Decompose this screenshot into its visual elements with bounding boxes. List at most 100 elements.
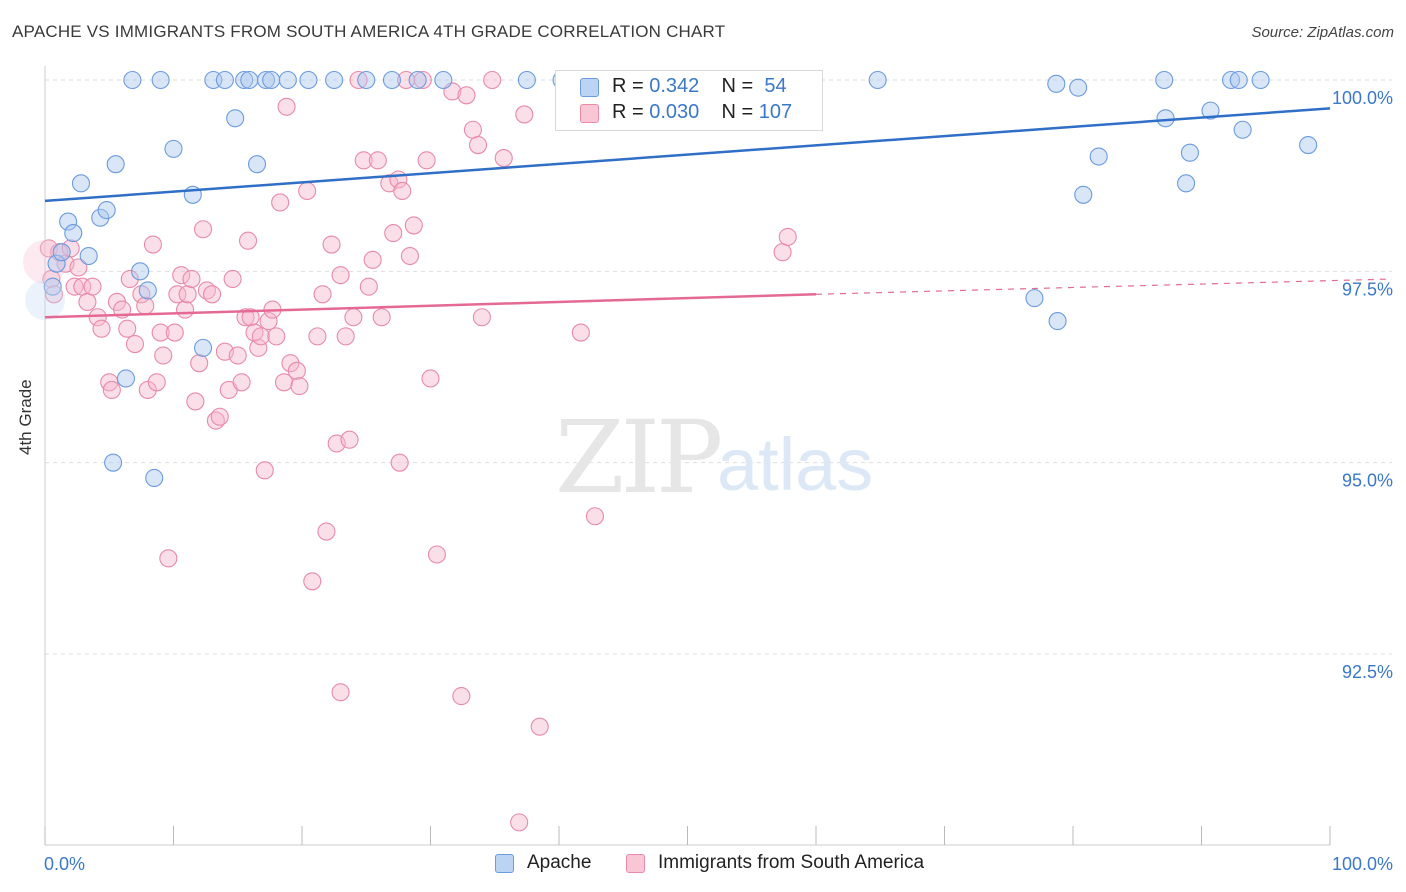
data-point xyxy=(773,243,792,262)
data-point xyxy=(226,109,245,128)
legend-label: Immigrants from South America xyxy=(658,852,925,873)
data-point xyxy=(1229,70,1248,90)
data-point xyxy=(1048,312,1067,331)
data-point xyxy=(47,254,66,273)
data-point xyxy=(232,373,251,392)
data-point xyxy=(1233,120,1252,139)
r-label: R = xyxy=(612,101,644,123)
data-point xyxy=(182,269,201,289)
data-point xyxy=(223,269,242,289)
data-point xyxy=(131,262,150,281)
data-point xyxy=(515,105,534,124)
data-point xyxy=(354,151,373,170)
data-point xyxy=(434,70,453,90)
data-point xyxy=(79,246,98,266)
n-value: 107 xyxy=(758,101,793,123)
data-point xyxy=(393,181,412,201)
apache-swatch xyxy=(495,854,514,873)
r-value: 0.342 xyxy=(649,75,700,97)
data-point xyxy=(331,266,350,285)
data-point xyxy=(83,277,102,296)
data-point xyxy=(390,453,409,472)
data-point xyxy=(1074,185,1093,204)
data-point xyxy=(267,327,286,346)
data-point xyxy=(61,239,80,258)
data-point xyxy=(151,70,170,90)
data-point xyxy=(359,277,378,296)
data-point xyxy=(256,70,276,90)
n-label: N = xyxy=(721,75,754,97)
data-point xyxy=(88,308,107,327)
immigrants-swatch xyxy=(580,104,599,123)
data-point xyxy=(778,227,797,246)
y-tick-label: 95.0% xyxy=(1342,471,1393,491)
data-point xyxy=(123,70,142,90)
data-point xyxy=(457,86,476,105)
data-point xyxy=(125,334,144,354)
data-point xyxy=(235,70,254,90)
data-point xyxy=(336,327,355,346)
data-point xyxy=(413,70,432,90)
data-point xyxy=(368,151,387,170)
data-point xyxy=(164,139,183,158)
data-point xyxy=(384,224,403,243)
data-point xyxy=(308,327,327,346)
data-point xyxy=(44,285,64,304)
stats-legend: R = 0.342 N = 54 R = 0.030 N = 107 xyxy=(555,70,823,131)
data-point xyxy=(203,285,222,304)
data-point xyxy=(325,70,344,90)
data-point xyxy=(236,308,255,327)
cluster-blob xyxy=(23,240,67,284)
data-point xyxy=(78,292,97,311)
data-point xyxy=(190,354,209,373)
data-point xyxy=(417,151,436,170)
immigrants-trend-line xyxy=(44,293,817,319)
data-point xyxy=(331,683,350,702)
data-point xyxy=(1299,136,1318,155)
y-tick-label: 100.0% xyxy=(1332,88,1393,108)
data-point xyxy=(102,380,121,400)
data-point xyxy=(154,346,173,365)
data-point xyxy=(228,346,247,365)
data-point xyxy=(571,323,590,342)
data-point xyxy=(138,281,157,300)
data-point xyxy=(274,373,294,392)
apache-trend-line xyxy=(44,107,1331,203)
data-point xyxy=(287,361,306,380)
data-point xyxy=(452,687,471,706)
data-point xyxy=(363,250,382,269)
data-point xyxy=(468,136,488,155)
source-label: Source: ZipAtlas.com xyxy=(1251,24,1394,41)
data-point xyxy=(194,220,213,239)
data-point xyxy=(168,285,187,304)
data-point xyxy=(259,312,278,331)
data-point xyxy=(194,338,213,357)
immigrants-swatch xyxy=(626,854,645,873)
data-point xyxy=(281,354,300,373)
y-tick-label: 97.5% xyxy=(1342,279,1393,299)
r-label: R = xyxy=(612,75,644,97)
series-immigrants-points xyxy=(23,70,797,832)
data-point xyxy=(421,369,440,388)
data-point xyxy=(472,308,491,327)
data-point xyxy=(344,308,363,327)
data-point xyxy=(64,224,83,243)
data-point xyxy=(143,235,162,254)
cluster-blob xyxy=(25,280,65,320)
series-apache-points xyxy=(25,70,1318,488)
data-point xyxy=(136,296,155,315)
y-tick-label: 92.5% xyxy=(1342,662,1393,682)
data-point xyxy=(118,319,137,338)
data-point xyxy=(116,369,136,388)
data-point xyxy=(1180,143,1199,162)
data-point xyxy=(1222,70,1241,90)
data-point xyxy=(215,70,234,90)
data-point xyxy=(427,545,446,564)
data-point xyxy=(494,149,513,168)
data-point xyxy=(463,120,482,139)
r-value: 0.030 xyxy=(649,101,700,123)
watermark-atlas: atlas xyxy=(717,423,873,506)
data-point xyxy=(255,461,274,480)
data-point xyxy=(247,155,267,174)
